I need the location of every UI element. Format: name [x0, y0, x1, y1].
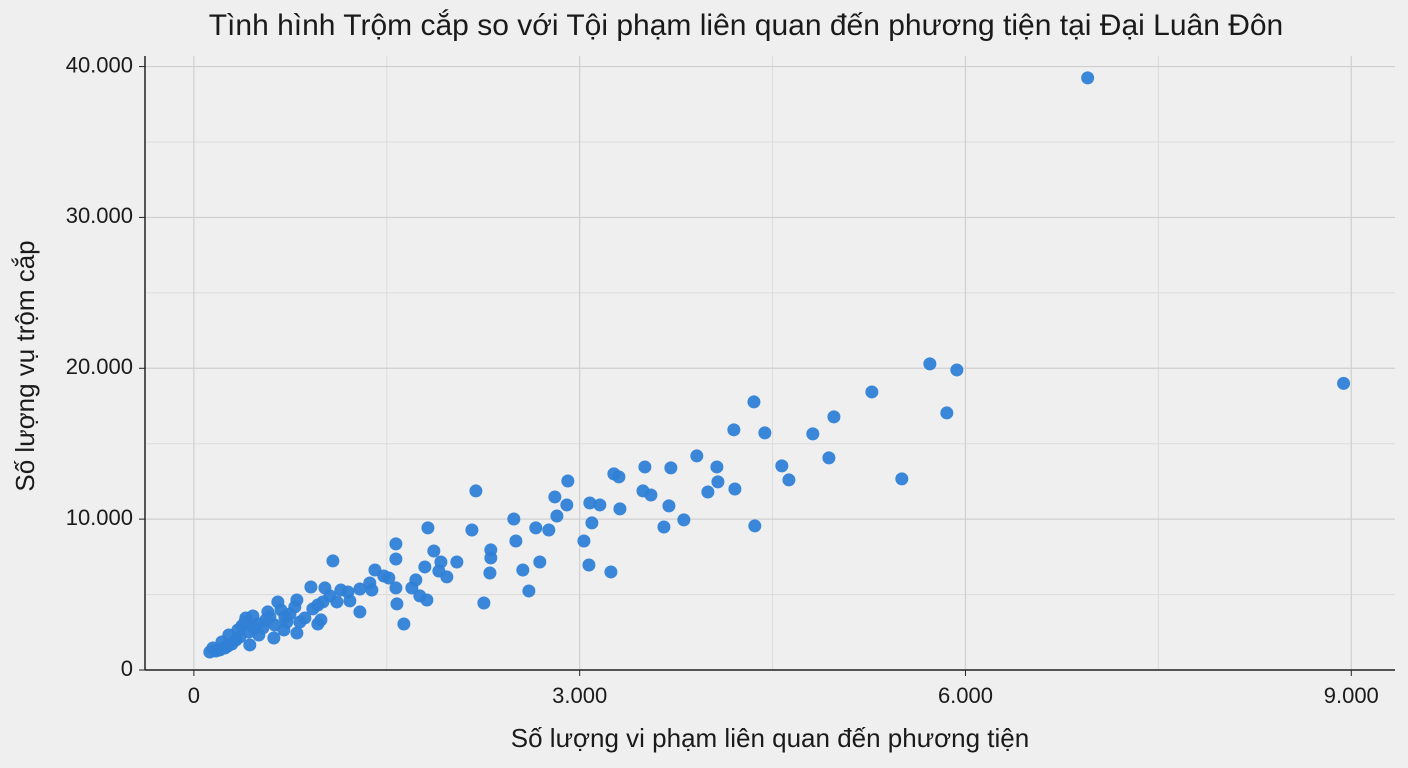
point — [484, 551, 498, 565]
point — [353, 605, 367, 619]
chart-title: Tình hình Trộm cắp so với Tội phạm liên … — [209, 9, 1284, 42]
y-tick-label: 40.000 — [66, 52, 133, 77]
point — [822, 451, 836, 465]
x-tick-label: 0 — [188, 683, 200, 708]
point — [583, 496, 597, 510]
point — [389, 537, 403, 551]
point — [593, 498, 607, 512]
point — [477, 596, 491, 610]
x-tick-label: 6.000 — [938, 683, 993, 708]
point — [677, 513, 691, 527]
point — [318, 581, 332, 595]
point — [522, 584, 536, 598]
point — [727, 423, 741, 437]
point — [413, 589, 427, 603]
point — [701, 485, 715, 499]
point — [516, 563, 530, 577]
point — [865, 385, 879, 399]
point — [747, 395, 761, 409]
point — [775, 459, 789, 473]
point — [728, 482, 742, 496]
point — [533, 555, 547, 569]
point — [290, 626, 304, 640]
point — [613, 502, 627, 516]
point — [222, 628, 236, 642]
point — [483, 566, 497, 580]
point — [657, 520, 671, 534]
point — [397, 617, 411, 631]
point — [711, 475, 725, 489]
point — [585, 516, 599, 530]
point — [389, 581, 403, 595]
point — [509, 534, 523, 548]
point — [277, 623, 291, 637]
point — [636, 484, 650, 498]
point — [421, 521, 435, 535]
point — [450, 555, 464, 569]
y-tick-label: 10.000 — [66, 505, 133, 530]
point — [304, 580, 318, 594]
point — [1337, 376, 1351, 390]
point — [710, 460, 724, 474]
point — [550, 509, 564, 523]
point — [827, 410, 841, 424]
point — [806, 427, 820, 441]
point — [561, 474, 575, 488]
point — [434, 555, 448, 569]
x-axis-label: Số lượng vi phạm liên quan đến phương ti… — [511, 723, 1029, 753]
point — [306, 602, 320, 616]
point — [895, 472, 909, 486]
point — [261, 605, 275, 619]
point — [758, 426, 772, 440]
point — [390, 597, 404, 611]
point — [353, 582, 367, 596]
point — [542, 523, 556, 537]
point — [940, 406, 954, 420]
point — [604, 565, 618, 579]
point — [405, 581, 419, 595]
point — [239, 611, 253, 625]
point — [507, 512, 521, 526]
point — [560, 498, 574, 512]
point — [368, 563, 382, 577]
point — [748, 519, 762, 533]
point — [243, 638, 257, 652]
y-tick-label: 20.000 — [66, 354, 133, 379]
point — [529, 521, 543, 535]
point — [334, 583, 348, 597]
point — [206, 641, 220, 655]
point — [548, 490, 562, 504]
point — [923, 357, 937, 371]
point — [389, 552, 403, 566]
x-tick-label: 9.000 — [1324, 683, 1379, 708]
point — [690, 449, 704, 463]
point — [577, 534, 591, 548]
point — [782, 473, 796, 487]
point — [950, 363, 964, 377]
point — [252, 628, 266, 642]
point — [469, 484, 483, 498]
point — [427, 544, 441, 558]
point — [662, 499, 676, 513]
y-tick-label: 30.000 — [66, 203, 133, 228]
point — [582, 558, 596, 572]
point — [271, 595, 285, 609]
x-tick-label: 3.000 — [552, 683, 607, 708]
point — [1081, 71, 1095, 85]
point — [638, 460, 652, 474]
y-axis-label: Số lượng vụ trộm cắp — [10, 240, 40, 491]
point — [293, 615, 307, 629]
point — [267, 631, 281, 645]
point — [465, 523, 479, 537]
point — [314, 613, 328, 627]
y-tick-label: 0 — [121, 656, 133, 681]
point — [418, 560, 432, 574]
point — [607, 467, 621, 481]
point — [363, 576, 377, 590]
point — [664, 461, 678, 475]
point — [326, 554, 340, 568]
